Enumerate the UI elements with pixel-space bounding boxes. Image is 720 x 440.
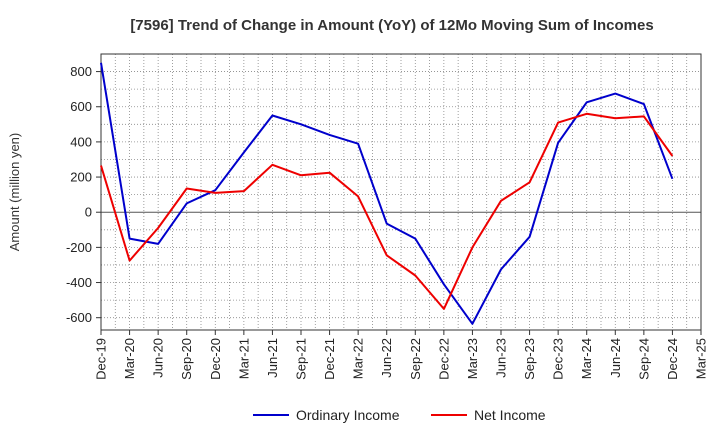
x-tick-label: Dec-21 bbox=[322, 338, 337, 380]
x-tick-label: Mar-22 bbox=[351, 338, 366, 379]
x-tick-label: Mar-24 bbox=[579, 338, 594, 379]
axes: -600 -400 -200 0 200 400 600 800 Dec-19 Mar-20 Jun… bbox=[66, 53, 709, 380]
x-tick-label: Jun-24 bbox=[608, 338, 623, 378]
x-tick-label: Sep-21 bbox=[294, 338, 309, 380]
y-tick-label: 400 bbox=[70, 134, 92, 149]
x-tick-label: Jun-21 bbox=[265, 338, 280, 378]
gridlines bbox=[100, 53, 702, 330]
x-tick-label: Sep-24 bbox=[636, 338, 651, 380]
y-tick-label: 0 bbox=[85, 205, 92, 220]
y-tick-label: 600 bbox=[70, 99, 92, 114]
x-tick-label: Jun-22 bbox=[379, 338, 394, 378]
series-line-ordinary-income bbox=[100, 62, 674, 325]
x-tick-label: Sep-23 bbox=[522, 338, 537, 380]
chart-title: [7596] Trend of Change in Amount (YoY) o… bbox=[130, 17, 653, 34]
x-tick-label: Mar-25 bbox=[694, 338, 709, 379]
x-tick-label: Jun-20 bbox=[151, 338, 166, 378]
x-tick-label: Mar-23 bbox=[465, 338, 480, 379]
y-tick-label: -200 bbox=[66, 240, 92, 255]
x-tick-label: Dec-24 bbox=[665, 338, 680, 380]
legend: Ordinary Income Net Income bbox=[253, 407, 546, 423]
x-tick-label: Dec-23 bbox=[551, 338, 566, 380]
series-lines bbox=[100, 62, 674, 325]
y-tick-label: 200 bbox=[70, 170, 92, 185]
y-tick-label: 800 bbox=[70, 64, 92, 79]
x-tick-label: Dec-20 bbox=[208, 338, 223, 380]
x-tick-label: Mar-21 bbox=[236, 338, 251, 379]
y-tick-label: -400 bbox=[66, 275, 92, 290]
y-tick-label: -600 bbox=[66, 310, 92, 325]
x-tick-label: Sep-20 bbox=[179, 338, 194, 380]
y-axis-label: Amount (million yen) bbox=[7, 133, 22, 252]
x-tick-label: Jun-23 bbox=[494, 338, 509, 378]
x-tick-label: Sep-22 bbox=[408, 338, 423, 380]
plot-frame bbox=[100, 53, 702, 331]
x-tick-label: Dec-22 bbox=[436, 338, 451, 380]
legend-label: Net Income bbox=[474, 407, 546, 423]
x-tick-label: Dec-19 bbox=[94, 338, 109, 380]
x-tick-label: Mar-20 bbox=[122, 338, 137, 379]
series-line-net-income bbox=[100, 112, 674, 310]
legend-label: Ordinary Income bbox=[296, 407, 400, 423]
